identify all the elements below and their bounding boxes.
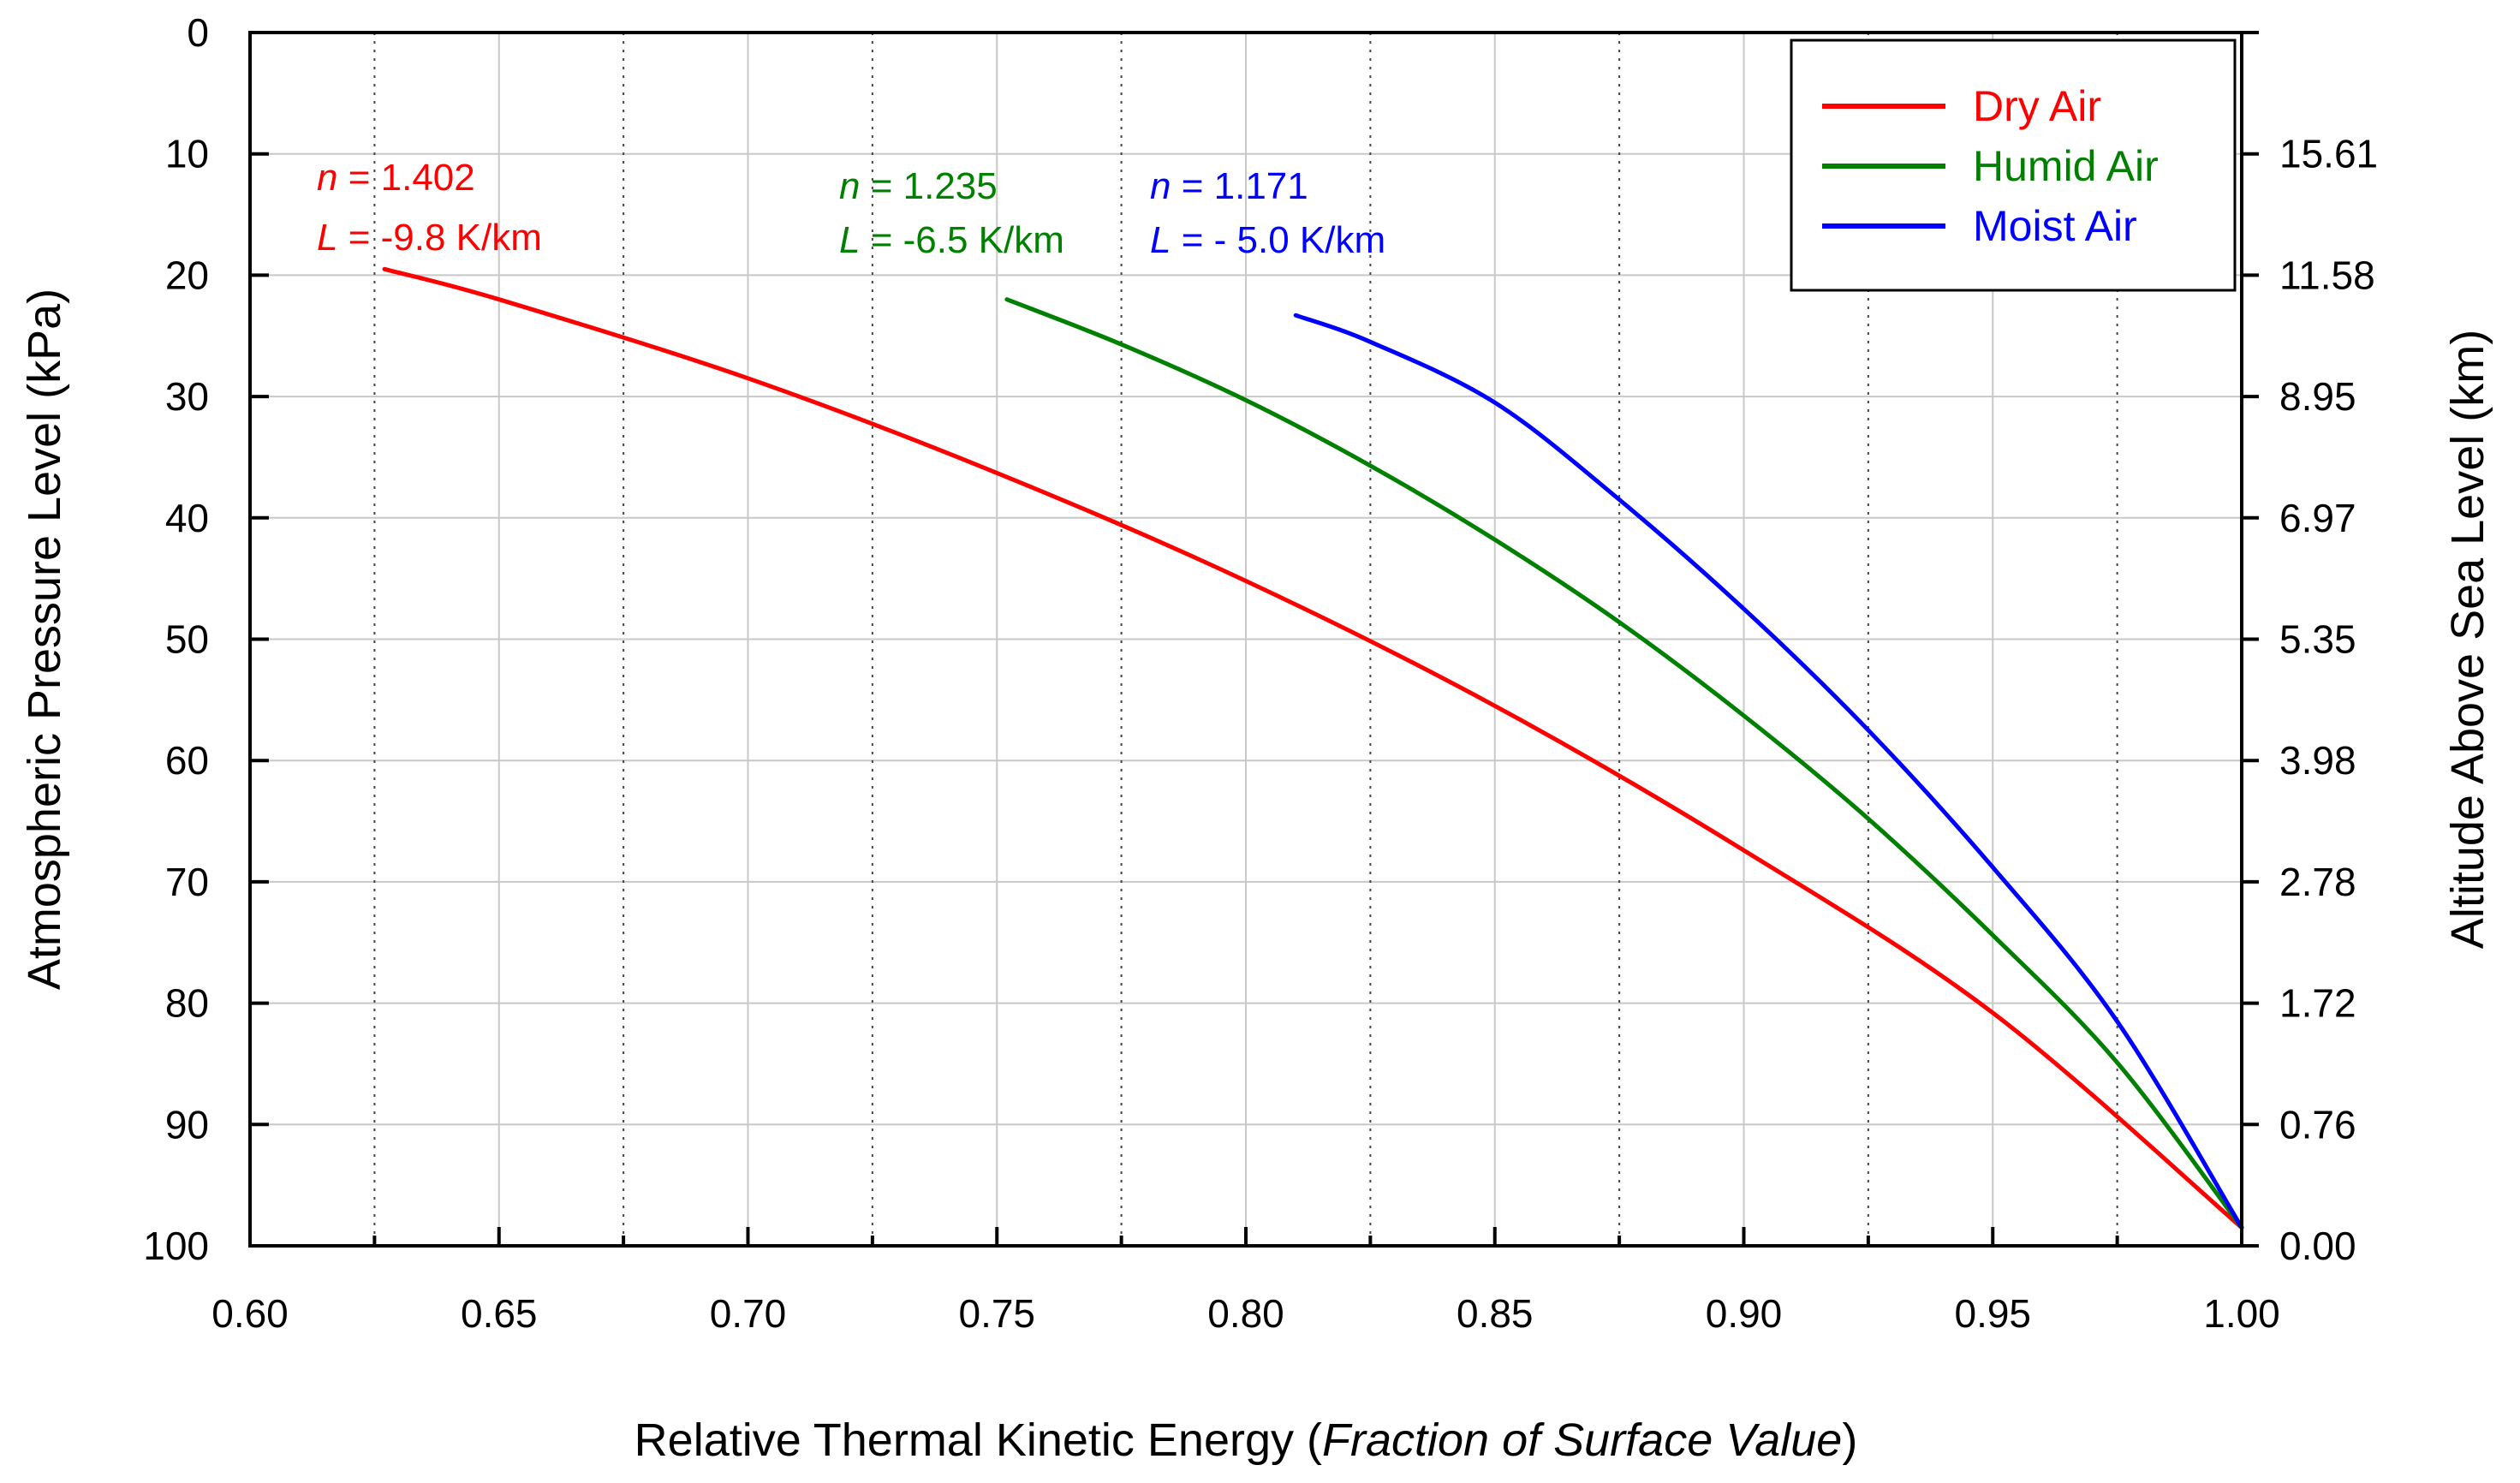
y2-tick-label: 8.95 [2279, 374, 2356, 419]
y2-tick-label: 11.58 [2279, 253, 2375, 297]
x-axis-title-open-paren: ( [1294, 1415, 1322, 1466]
annotation-L-dry-air: L = -9.8 K/km [317, 217, 542, 259]
annotation-n-value: = 1.402 [337, 157, 474, 199]
annotation-n-value: = 1.235 [860, 165, 997, 207]
series-line-moist-air [1293, 313, 2244, 1230]
legend-label-moist-air: Moist Air [1973, 202, 2137, 250]
y-tick-label: 20 [165, 253, 209, 297]
annotation-n-symbol: n [317, 157, 337, 199]
series-lines [382, 266, 2244, 1230]
x-tick-label: 0.85 [1457, 1291, 1534, 1336]
x-tick-label: 0.95 [1954, 1291, 2031, 1336]
y-tick-label: 70 [165, 860, 209, 904]
legend: Dry Air Humid Air Moist Air [1790, 39, 2237, 292]
y2-tick-label: 0.76 [2279, 1102, 2356, 1146]
y2-tick-label: 15.61 [2279, 132, 2378, 176]
annotation-n-moist-air: n = 1.171 [1150, 165, 1308, 207]
x-axis-title-italic: Fraction of Surface Value [1322, 1415, 1842, 1466]
annotation-L-value: = - 5.0 K/km [1171, 219, 1385, 261]
x-tick-label: 0.60 [211, 1291, 289, 1336]
legend-label-humid-air: Humid Air [1973, 142, 2159, 190]
x-axis-title-close-paren: ) [1842, 1415, 1857, 1466]
y2-tick-label: 2.78 [2279, 860, 2356, 904]
x-tick-label: 0.75 [958, 1291, 1035, 1336]
x-tick-label: 1.00 [2203, 1291, 2280, 1336]
y-tick-label: 100 [143, 1224, 209, 1268]
annotation-n-symbol: n [1150, 165, 1171, 207]
y2-axis-title: Altitude Above Sea Level (km) [2442, 330, 2493, 949]
annotation-L-value: = -9.8 K/km [337, 217, 541, 259]
annotation-L-humid-air: L = -6.5 K/km [839, 219, 1064, 261]
y-tick-label: 10 [165, 132, 209, 176]
y-axis-title: Atmospheric Pressure Level (kPa) [19, 289, 70, 990]
y2-tick-label: 1.72 [2279, 981, 2356, 1026]
y-tick-label: 40 [165, 496, 209, 540]
annotation-L-symbol: L [317, 217, 337, 259]
annotation-L-moist-air: L = - 5.0 K/km [1150, 219, 1385, 261]
legend-label-dry-air: Dry Air [1973, 82, 2101, 130]
y2-tick-label: 6.97 [2279, 496, 2356, 540]
y2-tick-label: 0.00 [2279, 1224, 2356, 1268]
annotation-L-symbol: L [839, 219, 860, 261]
annotation-n-dry-air: n = 1.402 [317, 157, 475, 199]
annotation-n-symbol: n [839, 165, 860, 207]
annotation-L-symbol: L [1150, 219, 1171, 261]
y2-tick-label: 3.98 [2279, 738, 2356, 783]
y-tick-label: 80 [165, 981, 209, 1026]
y-tick-label: 90 [165, 1102, 209, 1146]
series-line-humid-air [1004, 297, 2244, 1230]
y-tick-label: 50 [165, 617, 209, 662]
x-tick-label: 0.90 [1706, 1291, 1783, 1336]
annotation-L-value: = -6.5 K/km [860, 219, 1063, 261]
x-tick-label: 0.65 [461, 1291, 538, 1336]
x-tick-label: 0.80 [1207, 1291, 1284, 1336]
y2-tick-label: 5.35 [2279, 617, 2356, 662]
series-line-dry-air [382, 266, 2244, 1230]
x-axis-title-main: Relative Thermal Kinetic Energy [634, 1415, 1294, 1466]
grid [250, 33, 2242, 1246]
annotation-n-value: = 1.171 [1171, 165, 1308, 207]
y-tick-label: 0 [187, 10, 209, 55]
y-tick-label: 30 [165, 374, 209, 419]
annotation-n-humid-air: n = 1.235 [839, 165, 998, 207]
x-axis-title: Relative Thermal Kinetic Energy (Fractio… [634, 1415, 1858, 1466]
y-tick-label: 60 [165, 738, 209, 783]
x-tick-label: 0.70 [710, 1291, 787, 1336]
